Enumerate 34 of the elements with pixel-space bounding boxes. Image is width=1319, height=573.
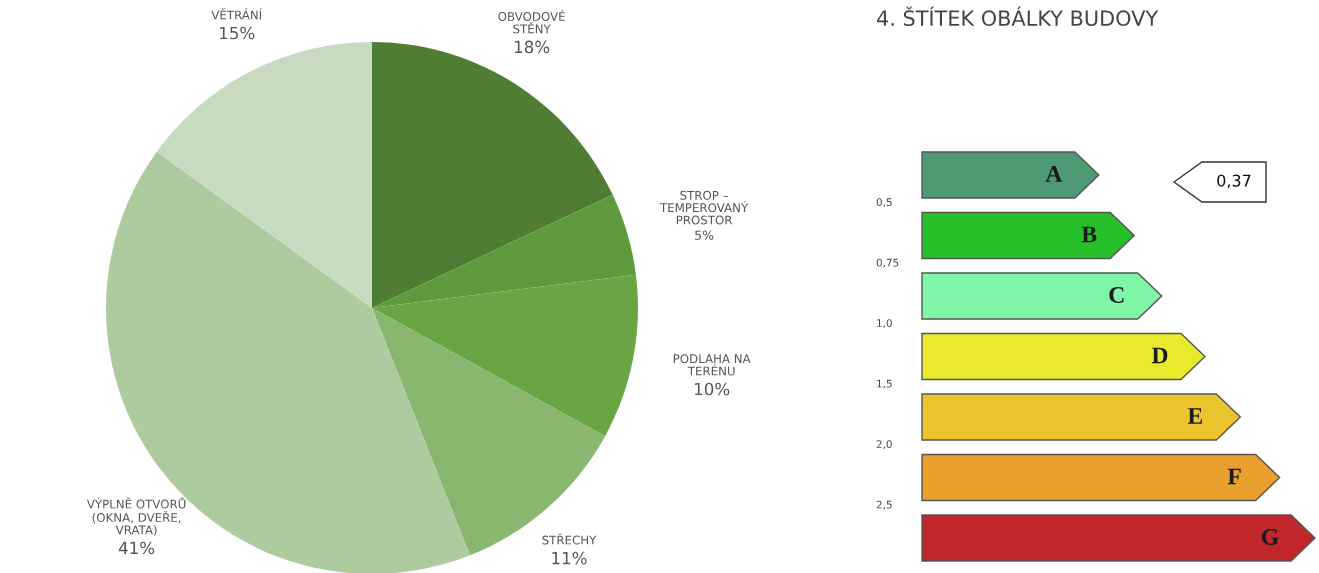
data-label: 10%: [694, 382, 730, 396]
text: 0,5: [876, 198, 892, 208]
y-tick-label: B: [1081, 226, 1097, 243]
bar: [921, 332, 1206, 381]
y-tick-label: A: [1045, 166, 1063, 182]
text: 1,5: [877, 379, 892, 389]
slice-label: VÝPLNĚ OTVORŮ (OKNA, DVEŘE, VRATA): [86, 497, 186, 536]
text: 1,0: [877, 319, 892, 329]
y-tick-label: F: [1227, 468, 1241, 485]
bar: [921, 151, 1100, 199]
slice-label: STŘECHY: [542, 533, 597, 545]
data-label: 18%: [514, 40, 550, 54]
y-tick-label: D: [1151, 347, 1168, 364]
slice-label: VĚTRÁNÍ: [211, 8, 262, 20]
annotation: 0,37: [1217, 174, 1251, 189]
bar: [921, 272, 1163, 320]
data-label: 41%: [118, 541, 155, 555]
data-label: 15%: [220, 26, 255, 40]
y-tick-label: E: [1187, 408, 1202, 424]
bar: [921, 453, 1281, 502]
y-tick-label: C: [1109, 287, 1124, 303]
data-label: 11%: [552, 551, 587, 565]
bar: [921, 393, 1242, 441]
chart-title: 4. ŠTÍTEK OBÁLKY BUDOVY: [877, 6, 1159, 27]
text: 2,5: [876, 500, 892, 510]
bar: [921, 514, 1316, 562]
bar: [921, 211, 1135, 260]
y-tick-label: G: [1261, 529, 1279, 545]
text: 2,0: [876, 440, 892, 450]
data-label: 5%: [695, 230, 714, 240]
text: 0,75: [876, 258, 899, 268]
slice-label: PODLAHA NA TERÉNU: [673, 354, 751, 376]
slice-label: OBVODOVÉ STĚNY: [498, 9, 565, 34]
slice-label: STROP – TEMPEROVANÝ PROSTOR: [659, 190, 749, 225]
